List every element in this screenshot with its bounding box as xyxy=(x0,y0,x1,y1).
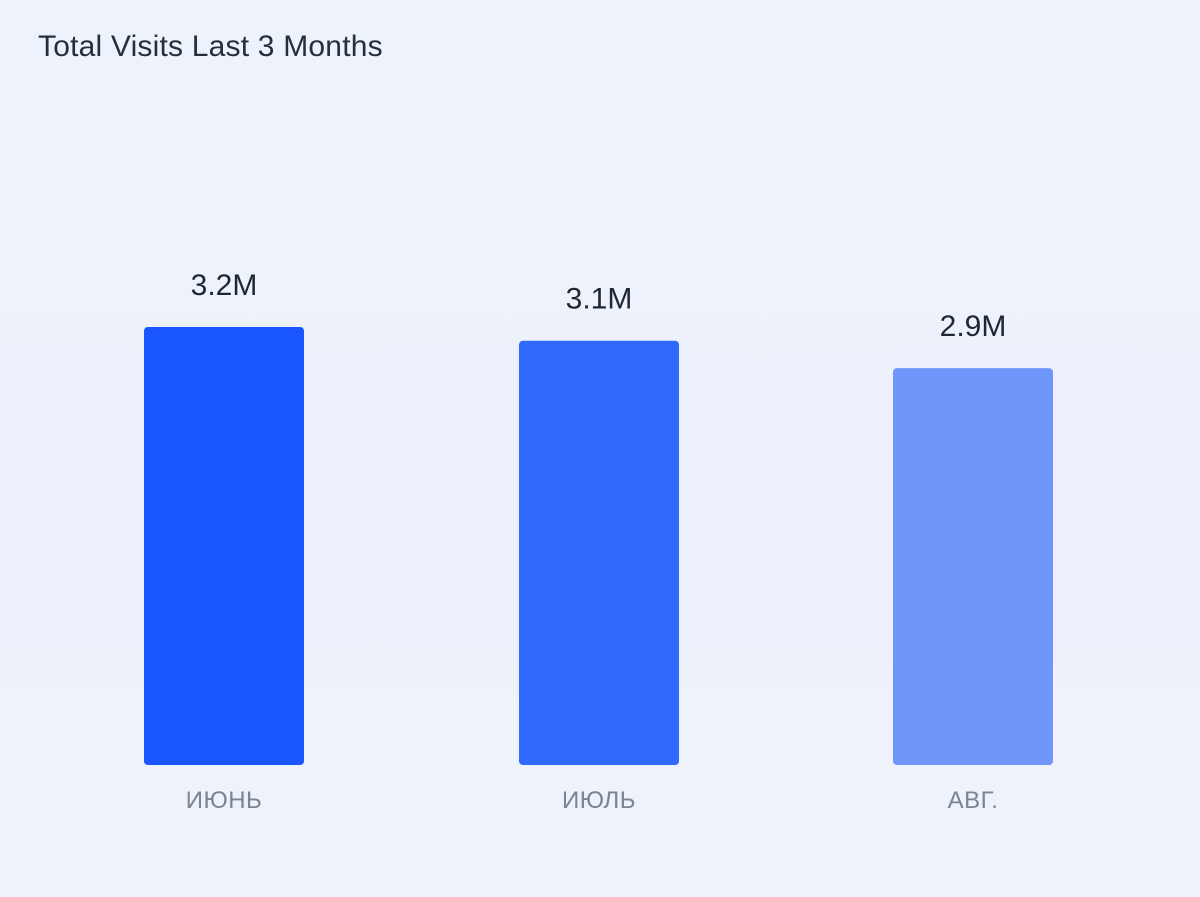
category-label-2: ИЮЛЬ xyxy=(562,787,636,814)
bar-value-label-2: 3.1M xyxy=(566,283,633,316)
category-label-3: АВГ. xyxy=(948,787,999,814)
chart-title: Total Visits Last 3 Months xyxy=(38,30,383,63)
bar-1[interactable] xyxy=(144,327,304,765)
bar-2[interactable] xyxy=(519,340,679,765)
bar-value-label-3: 2.9M xyxy=(940,310,1007,343)
bar-value-label-1: 3.2M xyxy=(191,269,258,302)
bar-3[interactable] xyxy=(893,368,1053,765)
category-label-1: ИЮНЬ xyxy=(186,787,263,814)
